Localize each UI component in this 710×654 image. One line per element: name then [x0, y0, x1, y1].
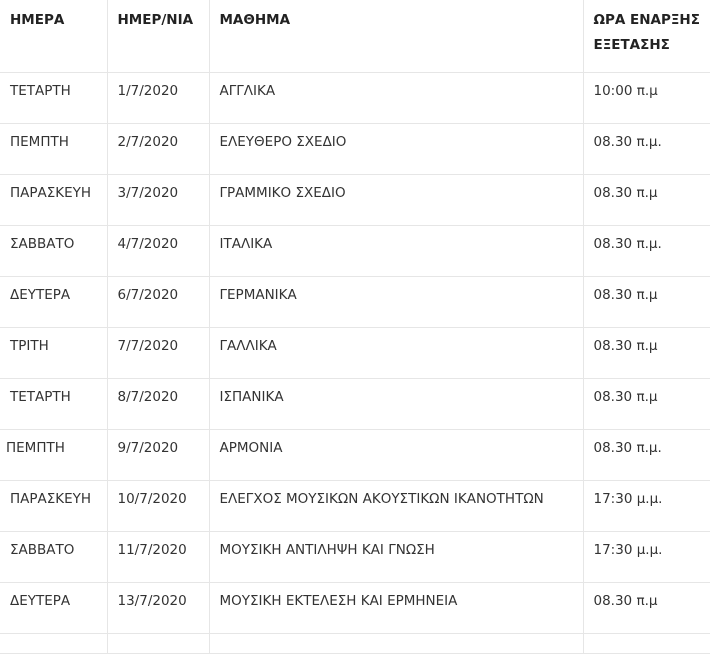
cell-start-time: 08.30 π.μ	[582, 326, 710, 379]
cell-start-time: 17:30 μ.μ.	[582, 479, 710, 532]
cell-date: 13/7/2020	[106, 581, 210, 634]
empty-cell	[582, 632, 710, 654]
cell-subject: ΜΟΥΣΙΚΗ ΕΚΤΕΛΕΣΗ ΚΑΙ ΕΡΜΗΝΕΙΑ	[208, 581, 584, 634]
table-row: ΤΕΤΑΡΤΗ 1/7/2020 ΑΓΓΛΙΚΑ 10:00 π.μ	[0, 71, 710, 124]
cell-start-time: 08.30 π.μ.	[582, 428, 710, 481]
cell-date: 3/7/2020	[106, 173, 210, 226]
table-row: ΣΑΒΒΑΤΟ 4/7/2020 ΙΤΑΛΙΚΑ 08.30 π.μ.	[0, 224, 710, 277]
table-row: ΠΑΡΑΣΚΕΥΗ 10/7/2020 ΕΛΕΓΧΟΣ ΜΟΥΣΙΚΩΝ ΑΚΟΥΣ…	[0, 479, 710, 532]
cell-day: ΤΡΙΤΗ	[0, 326, 108, 379]
cell-subject: ΓΡΑΜΜΙΚΟ ΣΧΕΔΙΟ	[208, 173, 584, 226]
cell-day: ΠΑΡΑΣΚΕΥΗ	[0, 479, 108, 532]
table-row: ΤΡΙΤΗ 7/7/2020 ΓΑΛΛΙΚΑ 08.30 π.μ	[0, 326, 710, 379]
cell-subject: ΕΛΕΥΘΕΡΟ ΣΧΕΔΙΟ	[208, 122, 584, 175]
cell-start-time: 08.30 π.μ	[582, 581, 710, 634]
cell-start-time: 08.30 π.μ	[582, 173, 710, 226]
cell-date: 6/7/2020	[106, 275, 210, 328]
empty-cell	[106, 632, 210, 654]
cell-date: 9/7/2020	[106, 428, 210, 481]
header-day: ΗΜΕΡΑ	[0, 0, 108, 73]
cell-subject: ΙΤΑΛΙΚΑ	[208, 224, 584, 277]
table-row: ΠΕΜΠΤΗ 9/7/2020 ΑΡΜΟΝΙΑ 08.30 π.μ.	[0, 428, 710, 481]
empty-cell	[0, 632, 108, 654]
cell-start-time: 08.30 π.μ	[582, 377, 710, 430]
cell-date: 11/7/2020	[106, 530, 210, 583]
header-subject: ΜΑΘΗΜΑ	[208, 0, 584, 73]
cell-day: ΤΕΤΑΡΤΗ	[0, 71, 108, 124]
cell-start-time: 10:00 π.μ	[582, 71, 710, 124]
cell-start-time: 08.30 π.μ.	[582, 122, 710, 175]
cell-day: ΔΕΥΤΕΡΑ	[0, 581, 108, 634]
table-row: ΣΑΒΒΑΤΟ 11/7/2020 ΜΟΥΣΙΚΗ ΑΝΤΙΛΗΨΗ ΚΑΙ ΓΝΩ…	[0, 530, 710, 583]
table-row: ΔΕΥΤΕΡΑ 13/7/2020 ΜΟΥΣΙΚΗ ΕΚΤΕΛΕΣΗ ΚΑΙ ΕΡΜ…	[0, 581, 710, 634]
cell-day: ΤΕΤΑΡΤΗ	[0, 377, 108, 430]
cell-day: ΔΕΥΤΕΡΑ	[0, 275, 108, 328]
cell-day: ΣΑΒΒΑΤΟ	[0, 530, 108, 583]
cell-subject: ΕΛΕΓΧΟΣ ΜΟΥΣΙΚΩΝ ΑΚΟΥΣΤΙΚΩΝ ΙΚΑΝΟΤΗΤΩΝ	[208, 479, 584, 532]
cell-subject: ΑΓΓΛΙΚΑ	[208, 71, 584, 124]
table-row: ΠΕΜΠΤΗ 2/7/2020 ΕΛΕΥΘΕΡΟ ΣΧΕΔΙΟ 08.30 π.μ.	[0, 122, 710, 175]
cell-subject: ΙΣΠΑΝΙΚΑ	[208, 377, 584, 430]
cell-date: 1/7/2020	[106, 71, 210, 124]
table-row: ΤΕΤΑΡΤΗ 8/7/2020 ΙΣΠΑΝΙΚΑ 08.30 π.μ	[0, 377, 710, 430]
cell-day: ΣΑΒΒΑΤΟ	[0, 224, 108, 277]
cell-start-time: 08.30 π.μ	[582, 275, 710, 328]
cell-date: 8/7/2020	[106, 377, 210, 430]
cell-start-time: 17:30 μ.μ.	[582, 530, 710, 583]
cell-start-time: 08.30 π.μ.	[582, 224, 710, 277]
header-date: ΗΜΕΡ/ΝΙΑ	[106, 0, 210, 73]
partial-row	[0, 632, 710, 654]
empty-cell	[208, 632, 584, 654]
table-row: ΔΕΥΤΕΡΑ 6/7/2020 ΓΕΡΜΑΝΙΚΑ 08.30 π.μ	[0, 275, 710, 328]
cell-day: ΠΕΜΠΤΗ	[0, 428, 108, 481]
header-start-time: ΩΡΑ ΕΝΑΡΞΗΣ ΕΞΕΤΑΣΗΣ	[582, 0, 710, 73]
cell-day: ΠΕΜΠΤΗ	[0, 122, 108, 175]
cell-subject: ΓΕΡΜΑΝΙΚΑ	[208, 275, 584, 328]
cell-day: ΠΑΡΑΣΚΕΥΗ	[0, 173, 108, 226]
cell-date: 7/7/2020	[106, 326, 210, 379]
table-row: ΠΑΡΑΣΚΕΥΗ 3/7/2020 ΓΡΑΜΜΙΚΟ ΣΧΕΔΙΟ 08.30 π.…	[0, 173, 710, 226]
cell-date: 2/7/2020	[106, 122, 210, 175]
cell-date: 4/7/2020	[106, 224, 210, 277]
header-row: ΗΜΕΡΑ ΗΜΕΡ/ΝΙΑ ΜΑΘΗΜΑ ΩΡΑ ΕΝΑΡΞΗΣ ΕΞΕΤΑΣ…	[0, 0, 710, 73]
cell-date: 10/7/2020	[106, 479, 210, 532]
cell-subject: ΑΡΜΟΝΙΑ	[208, 428, 584, 481]
cell-subject: ΓΑΛΛΙΚΑ	[208, 326, 584, 379]
cell-subject: ΜΟΥΣΙΚΗ ΑΝΤΙΛΗΨΗ ΚΑΙ ΓΝΩΣΗ	[208, 530, 584, 583]
